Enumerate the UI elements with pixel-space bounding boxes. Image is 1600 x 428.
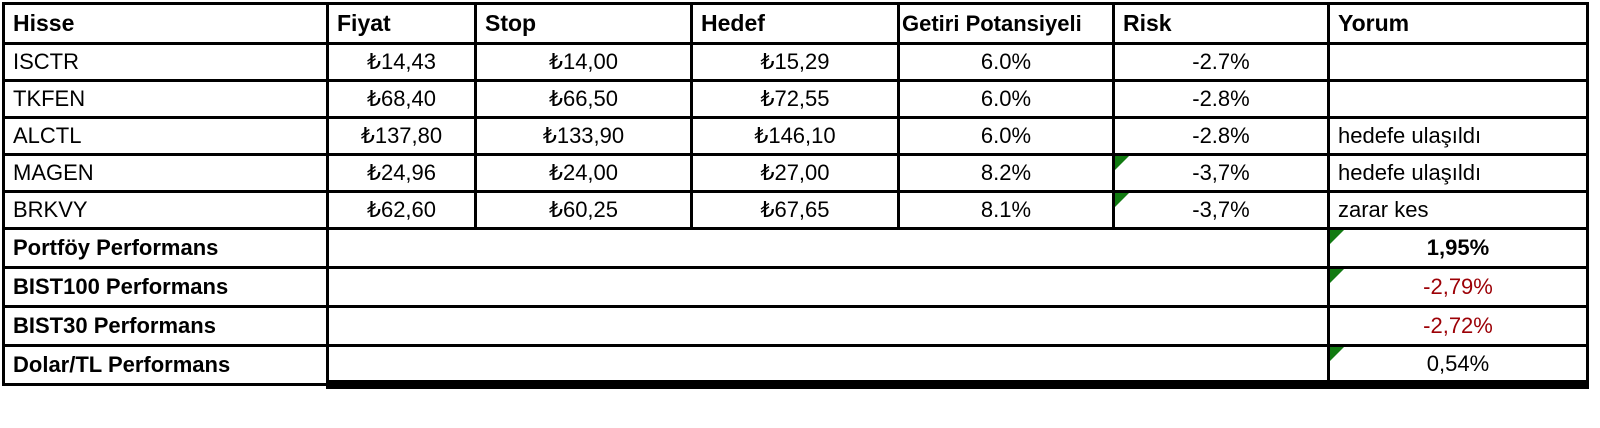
summary-label[interactable]: Dolar/TL Performans bbox=[2, 344, 329, 386]
cell-hisse[interactable]: TKFEN bbox=[2, 79, 329, 119]
cell-stop[interactable]: ₺66,50 bbox=[474, 79, 693, 119]
summary-label[interactable]: BIST30 Performans bbox=[2, 305, 329, 347]
summary-row-bist30: BIST30 Performans -2,72% bbox=[2, 305, 1589, 347]
cell-getiri[interactable]: 6.0% bbox=[897, 79, 1115, 119]
cell-stop[interactable]: ₺60,25 bbox=[474, 190, 693, 230]
table-row: TKFEN ₺68,40 ₺66,50 ₺72,55 6.0% -2.8% bbox=[2, 79, 1589, 119]
table-row: ALCTL ₺137,80 ₺133,90 ₺146,10 6.0% -2.8%… bbox=[2, 116, 1589, 156]
summary-spacer-cell[interactable] bbox=[326, 305, 1330, 347]
summary-row-dolar-tl: Dolar/TL Performans 0,54% bbox=[2, 344, 1589, 389]
portfolio-table: Hisse Fiyat Stop Hedef Getiri Potansiyel… bbox=[2, 2, 1589, 389]
cell-yorum[interactable] bbox=[1327, 42, 1589, 82]
table-row: ISCTR ₺14,43 ₺14,00 ₺15,29 6.0% -2.7% bbox=[2, 42, 1589, 82]
column-header-risk[interactable]: Risk bbox=[1112, 2, 1330, 45]
summary-value[interactable]: 0,54% bbox=[1327, 344, 1589, 389]
error-flag-icon bbox=[1331, 231, 1344, 244]
cell-getiri[interactable]: 6.0% bbox=[897, 42, 1115, 82]
error-flag-icon bbox=[1331, 270, 1344, 283]
cell-getiri[interactable]: 8.2% bbox=[897, 153, 1115, 193]
cell-hisse[interactable]: ISCTR bbox=[2, 42, 329, 82]
cell-yorum[interactable]: hedefe ulaşıldı bbox=[1327, 116, 1589, 156]
cell-hedef[interactable]: ₺146,10 bbox=[690, 116, 900, 156]
column-header-getiri-potansiyeli[interactable]: Getiri Potansiyeli bbox=[897, 2, 1115, 45]
cell-fiyat[interactable]: ₺68,40 bbox=[326, 79, 477, 119]
table-row: MAGEN ₺24,96 ₺24,00 ₺27,00 8.2% -3,7% he… bbox=[2, 153, 1589, 193]
cell-fiyat[interactable]: ₺137,80 bbox=[326, 116, 477, 156]
table-row: BRKVY ₺62,60 ₺60,25 ₺67,65 8.1% -3,7% za… bbox=[2, 190, 1589, 230]
cell-fiyat[interactable]: ₺24,96 bbox=[326, 153, 477, 193]
cell-getiri[interactable]: 6.0% bbox=[897, 116, 1115, 156]
error-flag-icon bbox=[1331, 348, 1344, 361]
summary-row-bist100: BIST100 Performans -2,79% bbox=[2, 266, 1589, 308]
summary-value[interactable]: 1,95% bbox=[1327, 227, 1589, 269]
summary-spacer-cell[interactable] bbox=[326, 344, 1330, 389]
cell-risk[interactable]: -2.8% bbox=[1112, 116, 1330, 156]
summary-label[interactable]: BIST100 Performans bbox=[2, 266, 329, 308]
summary-row-portfoy: Portföy Performans 1,95% bbox=[2, 227, 1589, 269]
cell-hisse[interactable]: BRKVY bbox=[2, 190, 329, 230]
cell-risk[interactable]: -3,7% bbox=[1112, 190, 1330, 230]
summary-spacer-cell[interactable] bbox=[326, 266, 1330, 308]
error-flag-icon bbox=[1116, 157, 1129, 170]
cell-hisse[interactable]: ALCTL bbox=[2, 116, 329, 156]
cell-getiri[interactable]: 8.1% bbox=[897, 190, 1115, 230]
cell-stop[interactable]: ₺133,90 bbox=[474, 116, 693, 156]
summary-label[interactable]: Portföy Performans bbox=[2, 227, 329, 269]
summary-spacer-cell[interactable] bbox=[326, 227, 1330, 269]
column-header-stop[interactable]: Stop bbox=[474, 2, 693, 45]
cell-fiyat[interactable]: ₺62,60 bbox=[326, 190, 477, 230]
cell-hedef[interactable]: ₺15,29 bbox=[690, 42, 900, 82]
summary-value[interactable]: -2,72% bbox=[1327, 305, 1589, 347]
cell-hisse[interactable]: MAGEN bbox=[2, 153, 329, 193]
column-header-fiyat[interactable]: Fiyat bbox=[326, 2, 477, 45]
cell-risk[interactable]: -2.8% bbox=[1112, 79, 1330, 119]
column-header-yorum[interactable]: Yorum bbox=[1327, 2, 1589, 45]
cell-fiyat[interactable]: ₺14,43 bbox=[326, 42, 477, 82]
column-header-hisse[interactable]: Hisse bbox=[2, 2, 329, 45]
cell-hedef[interactable]: ₺67,65 bbox=[690, 190, 900, 230]
summary-value[interactable]: -2,79% bbox=[1327, 266, 1589, 308]
error-flag-icon bbox=[1116, 194, 1129, 207]
cell-risk[interactable]: -2.7% bbox=[1112, 42, 1330, 82]
cell-hedef[interactable]: ₺27,00 bbox=[690, 153, 900, 193]
cell-risk[interactable]: -3,7% bbox=[1112, 153, 1330, 193]
cell-hedef[interactable]: ₺72,55 bbox=[690, 79, 900, 119]
cell-yorum[interactable]: zarar kes bbox=[1327, 190, 1589, 230]
cell-yorum[interactable] bbox=[1327, 79, 1589, 119]
header-row: Hisse Fiyat Stop Hedef Getiri Potansiyel… bbox=[2, 2, 1589, 45]
cell-stop[interactable]: ₺14,00 bbox=[474, 42, 693, 82]
cell-stop[interactable]: ₺24,00 bbox=[474, 153, 693, 193]
column-header-hedef[interactable]: Hedef bbox=[690, 2, 900, 45]
cell-yorum[interactable]: hedefe ulaşıldı bbox=[1327, 153, 1589, 193]
